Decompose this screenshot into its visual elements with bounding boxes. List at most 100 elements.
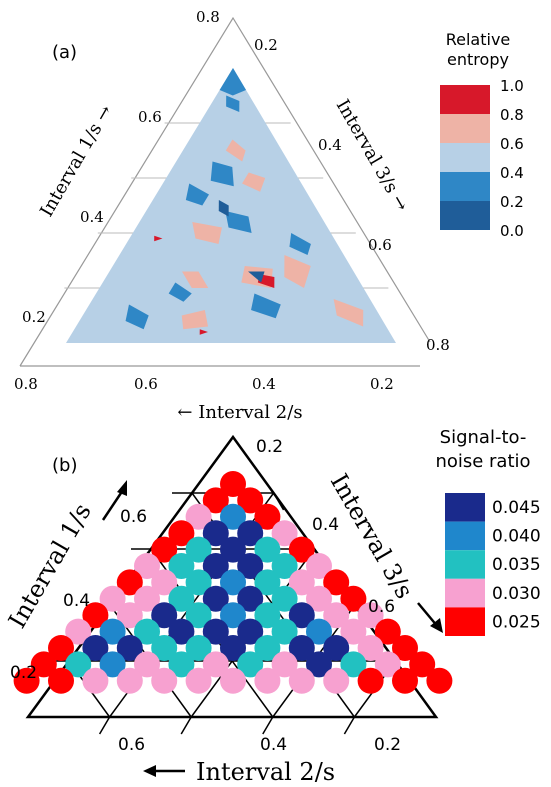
panel-b-right-tick: 0.4 — [312, 515, 339, 535]
panel-b-point — [185, 503, 212, 530]
panel-a-region — [154, 235, 163, 242]
panel-a-background-region — [66, 68, 396, 343]
panel-a-tick-labels: 0.8 0.6 0.4 0.2 0.2 0.4 0.6 0.8 0.8 0.6 0.4 0.2 — [14, 8, 450, 393]
panel-b-tick-labels: 0.6 0.4 0.2 0.2 0.4 0.6 0.6 0.4 0.2 — [10, 437, 401, 755]
panel-a-legend-tick: 0.0 — [500, 222, 524, 240]
panel-b-point — [220, 635, 246, 661]
panel-b-point — [254, 635, 281, 661]
panel-b-point — [65, 651, 92, 678]
panel-a-left-axis-label: Interval 1/s → — [36, 102, 117, 221]
panel-b-point — [48, 635, 74, 661]
panel-b-bottom-tick: 0.4 — [260, 735, 287, 755]
panel-b-point — [30, 651, 57, 678]
panel-a-region — [248, 271, 265, 283]
panel-b-bottom-tick: 0.2 — [374, 735, 401, 755]
panel-a-legend-swatch — [440, 114, 490, 143]
panel-b-bottom-tick: 0.6 — [118, 735, 145, 755]
panel-b-point — [271, 520, 298, 547]
panel-b-right-arrow — [417, 602, 443, 633]
panel-a-region — [289, 233, 311, 255]
panel-b-point — [48, 667, 74, 694]
panel-b-point — [220, 503, 246, 530]
panel-a-region — [185, 183, 209, 206]
panel-b-point — [288, 602, 315, 629]
panel-b: 0.6 0.4 0.2 0.2 0.4 0.6 0.6 0.4 0.2 (b) Interval… — [3, 427, 541, 786]
panel-b-point — [168, 520, 195, 547]
panel-b-point — [340, 651, 367, 678]
panel-a-region — [225, 139, 246, 162]
panel-a-region — [125, 304, 149, 330]
panel-a-label: (a) — [52, 42, 77, 63]
panel-b-point — [323, 667, 350, 694]
panel-a-left-tick: 0.4 — [80, 208, 104, 226]
panel-b-point — [288, 635, 315, 661]
panel-a-region — [219, 68, 247, 96]
panel-a-bottom-tick: 0.4 — [252, 375, 276, 393]
panel-b-point — [357, 667, 384, 694]
panel-b-legend-label: 0.025 — [492, 612, 541, 632]
panel-b-point — [202, 585, 229, 612]
panel-b-point — [168, 553, 195, 579]
panel-a-legend-tick: 0.4 — [500, 164, 524, 182]
panel-a-right-tick: 0.6 — [368, 236, 392, 254]
panel-b-point — [288, 667, 315, 694]
panel-b-points — [13, 471, 453, 694]
panel-a-right-tick: 0.2 — [254, 36, 278, 54]
panel-a-left-tick: 0.8 — [196, 8, 220, 26]
panel-b-legend-label: 0.040 — [492, 527, 541, 547]
panel-b-bottom-arrow — [143, 765, 185, 777]
panel-b-point — [185, 536, 212, 563]
panel-b-point — [202, 487, 229, 514]
panel-b-point — [254, 602, 281, 629]
panel-a-bottom-axis-label: ← Interval 2/s — [177, 402, 302, 423]
panel-a-region — [182, 271, 209, 288]
panel-b-point — [288, 536, 315, 563]
panel-b-point — [237, 520, 264, 547]
panel-b-point — [151, 635, 178, 661]
panel-b-point — [237, 651, 264, 678]
panel-a-region — [199, 329, 208, 335]
panel-b-tick-mark — [180, 716, 192, 735]
panel-b-point — [288, 569, 315, 596]
panel-a-region — [181, 310, 209, 330]
panel-a: 0.8 0.6 0.4 0.2 0.2 0.4 0.6 0.8 0.8 0.6 0.4 0.2 (a)… — [14, 8, 524, 423]
panel-b-legend-label: 0.045 — [492, 498, 541, 518]
panel-b-point — [151, 569, 178, 596]
panel-a-region — [226, 95, 240, 112]
panel-a-region — [242, 172, 266, 192]
panel-b-point — [271, 585, 298, 612]
panel-a-legend-tick: 1.0 — [500, 77, 524, 95]
panel-b-point — [306, 585, 332, 612]
panel-b-point — [151, 667, 178, 694]
panel-b-point — [65, 618, 92, 645]
panel-b-point — [220, 471, 246, 497]
panel-b-legend-title-line1: Signal-to- — [440, 427, 527, 448]
panel-b-left-tick: 0.2 — [10, 663, 37, 683]
panel-b-left-arrow — [101, 480, 127, 521]
panel-b-bottom-axis-label: Interval 2/s — [196, 758, 335, 786]
panel-b-legend-swatch — [445, 578, 485, 608]
panel-a-back-frame — [19, 16, 431, 367]
panel-a-region — [333, 299, 364, 327]
panel-b-point — [306, 553, 332, 579]
panel-b-point — [254, 667, 281, 694]
panel-b-tick-mark — [343, 716, 356, 735]
panel-b-point — [151, 602, 178, 629]
panel-b-point — [237, 618, 264, 645]
panel-b-point — [99, 651, 126, 678]
panel-a-left-tick: 0.2 — [22, 308, 46, 326]
panel-a-right-axis-label: Interval 3/s → — [332, 96, 413, 215]
panel-a-region — [210, 161, 234, 187]
panel-b-point — [254, 536, 281, 563]
panel-a-bottom-tick: 0.8 — [14, 375, 38, 393]
panel-b-point — [116, 667, 143, 694]
panel-b-point — [237, 553, 264, 579]
panel-b-label: (b) — [52, 455, 77, 476]
panel-b-point — [168, 651, 195, 678]
panel-b-point — [99, 618, 126, 645]
panel-b-left-tick: 0.4 — [63, 591, 90, 611]
panel-a-legend-tick: 0.8 — [500, 106, 524, 124]
panel-a-left-tick: 0.6 — [138, 108, 162, 126]
panel-b-point — [134, 585, 160, 612]
